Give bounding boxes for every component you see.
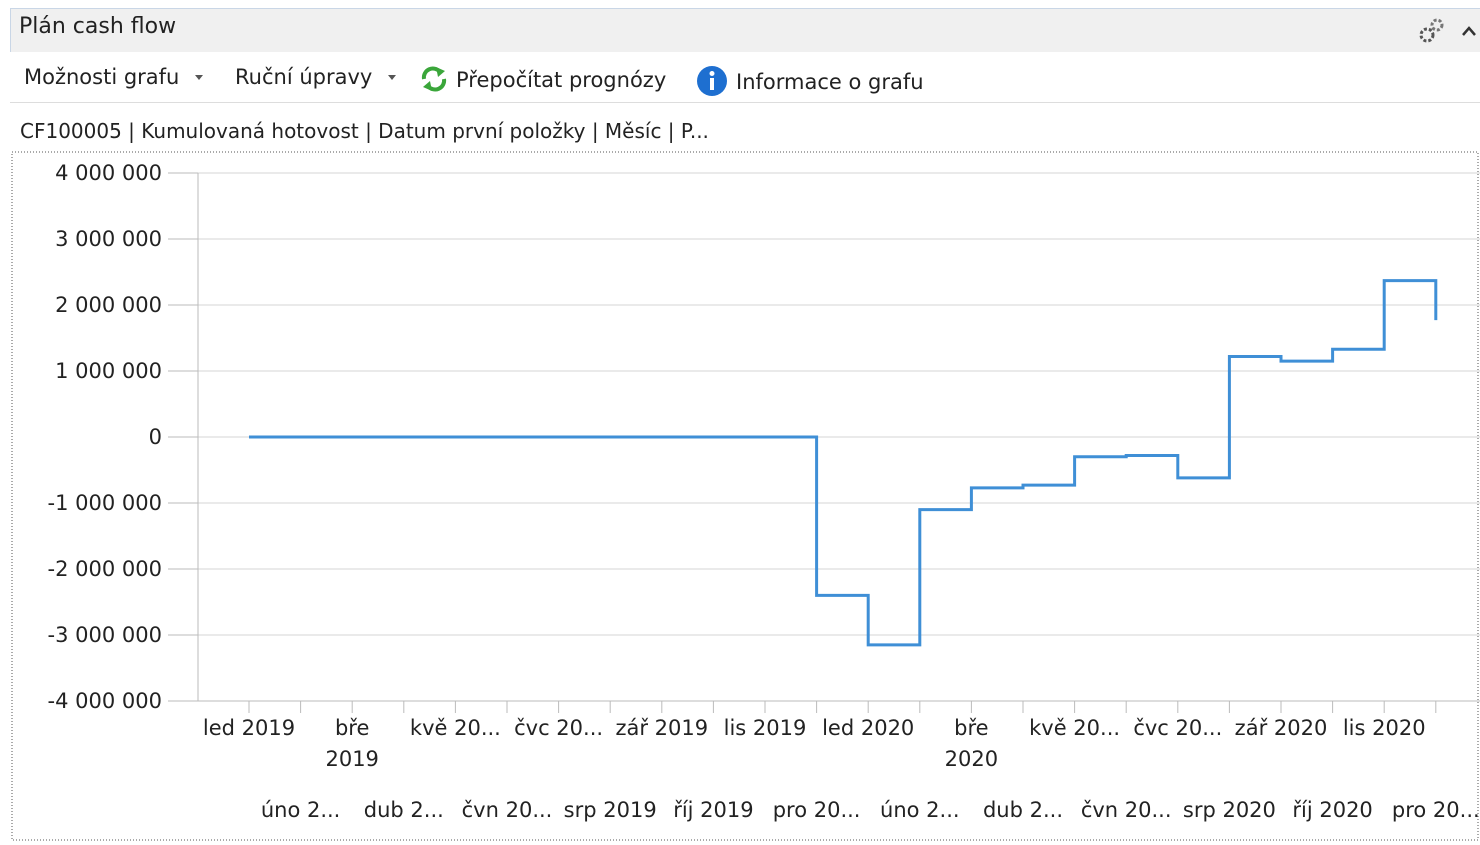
x-tick-label: čvc 20... (514, 716, 603, 740)
chart: 4 000 000 3 000 000 2 000 000 1 000 000 0 -1 … (11, 151, 1480, 841)
x-tick-label: pro 20... (773, 798, 861, 822)
x-tick-label: zář 2019 (615, 716, 708, 740)
x-tick-label: úno 2... (880, 798, 960, 822)
x-tick-label: čvc 20... (1133, 716, 1222, 740)
y-tick-label: 2 000 000 (55, 293, 162, 317)
x-tick-label: kvě 20... (410, 716, 501, 740)
panel-title: Plán cash flow (19, 14, 177, 39)
chart-subtitle: CF100005 | Kumulovaná hotovost | Datum p… (20, 119, 709, 143)
x-tick-label: bře 2020 (945, 716, 998, 771)
button-label: Ruční úpravy (235, 65, 373, 89)
y-tick-label: 3 000 000 (55, 227, 162, 251)
x-tick-label: úno 2... (261, 798, 341, 822)
x-tick-label: led 2020 (822, 716, 914, 740)
x-tick-label: lis 2020 (1343, 716, 1426, 740)
chart-frame (11, 151, 1479, 841)
title-bar: Plán cash flow (10, 8, 1480, 52)
y-tick-label: 1 000 000 (55, 359, 162, 383)
y-tick-label: -2 000 000 (48, 557, 162, 581)
x-tick-label: říj 2019 (673, 798, 753, 822)
chart-info-button[interactable]: Informace o grafu (696, 65, 924, 97)
cash-flow-line (249, 279, 1438, 647)
x-tick-label: říj 2020 (1292, 798, 1372, 822)
button-label: Možnosti grafu (24, 65, 180, 89)
x-tick-label: čvn 20... (462, 798, 553, 822)
recalculate-button[interactable]: Přepočítat prognózy (418, 65, 666, 93)
y-tick-label: -4 000 000 (48, 689, 162, 713)
y-tick-label: -3 000 000 (48, 623, 162, 647)
x-tick-label: srp 2019 (564, 798, 657, 822)
y-tick-label: -1 000 000 (48, 491, 162, 515)
y-tick-label: 0 (149, 425, 162, 449)
x-tick-label: dub 2... (983, 798, 1063, 822)
button-label: Informace o grafu (736, 70, 924, 94)
x-tick-label: čvn 20... (1081, 798, 1172, 822)
x-tick-label: srp 2020 (1183, 798, 1276, 822)
x-tick-label: kvě 20... (1029, 716, 1120, 740)
panel-controls[interactable] (1411, 15, 1477, 47)
x-tick-label: pro 20... (1392, 798, 1480, 822)
button-label: Přepočítat prognózy (456, 68, 667, 92)
x-tick-label: lis 2019 (724, 716, 807, 740)
chart-options-button[interactable]: Možnosti grafu (24, 65, 213, 89)
toolbar: Možnosti grafu Ruční úpravy Přepočítat p… (10, 52, 1480, 103)
x-tick-label: led 2019 (203, 716, 295, 740)
x-tick-label: zář 2020 (1235, 716, 1328, 740)
x-tick-label: dub 2... (364, 798, 444, 822)
x-tick-label: bře 2019 (325, 716, 378, 771)
manual-edits-button[interactable]: Ruční úpravy (235, 65, 406, 89)
y-tick-label: 4 000 000 (55, 161, 162, 185)
